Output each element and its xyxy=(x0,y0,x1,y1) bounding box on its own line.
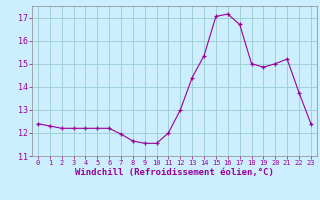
X-axis label: Windchill (Refroidissement éolien,°C): Windchill (Refroidissement éolien,°C) xyxy=(75,168,274,177)
